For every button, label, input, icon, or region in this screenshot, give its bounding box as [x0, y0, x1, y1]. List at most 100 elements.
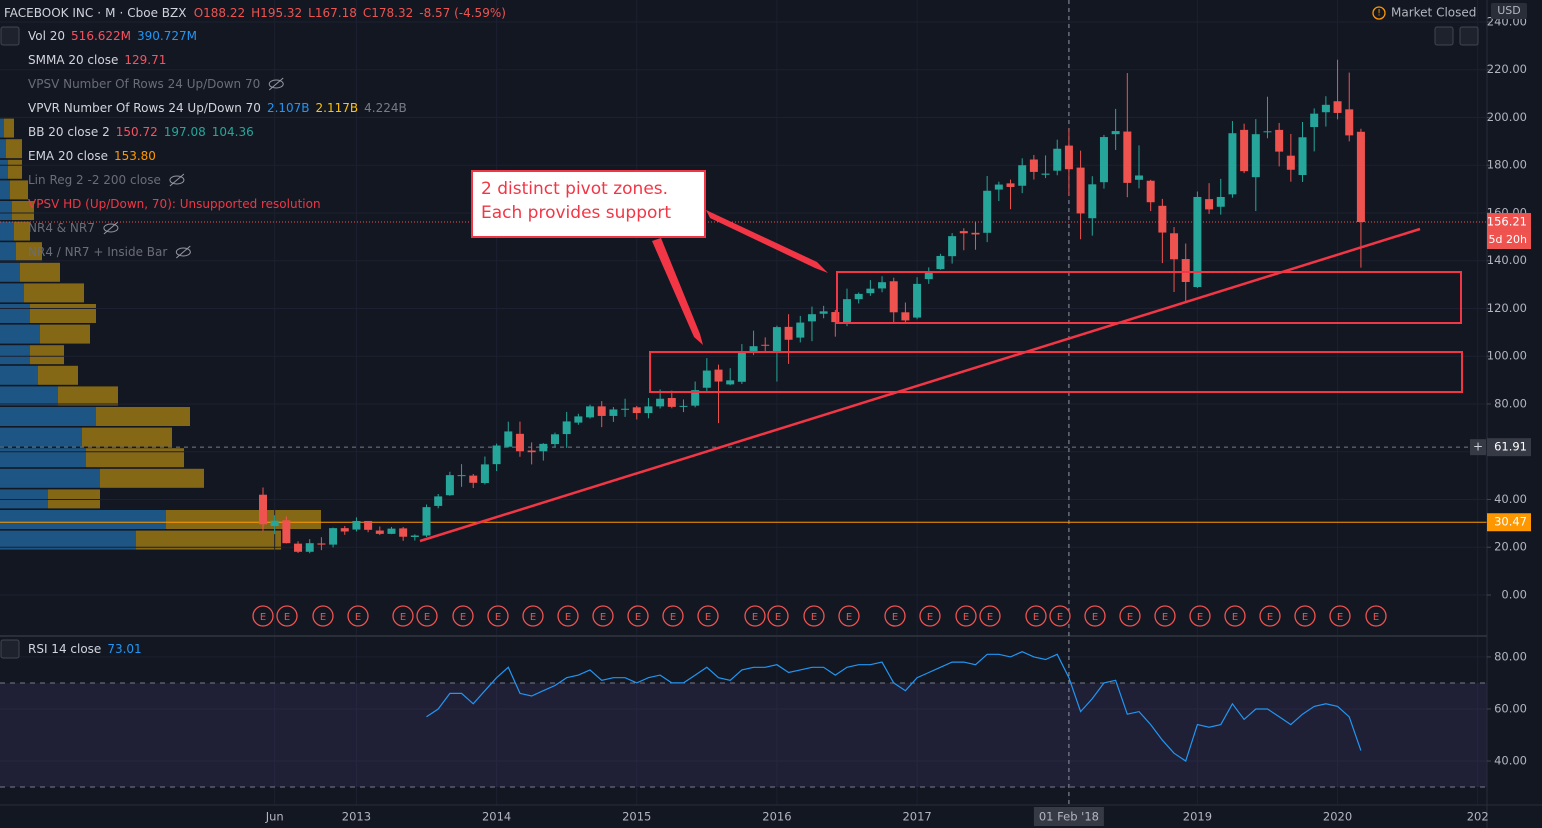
earnings-label: E	[635, 612, 641, 623]
earnings-label: E	[811, 612, 817, 623]
earnings-marker[interactable]	[1329, 605, 1351, 627]
vp-row-up	[0, 386, 58, 406]
maximize-button[interactable]	[1459, 26, 1479, 46]
earnings-marker[interactable]	[392, 605, 414, 627]
earnings-marker[interactable]	[767, 605, 789, 627]
callout-box[interactable]	[471, 170, 706, 238]
earnings-marker[interactable]	[1259, 605, 1281, 627]
candle-body	[819, 311, 828, 314]
countdown: 5d 20h	[1489, 233, 1527, 246]
earnings-marker[interactable]	[592, 605, 614, 627]
candle-body	[784, 326, 793, 340]
change: -8.57 (-4.59%)	[419, 6, 506, 20]
arrow[interactable]	[652, 238, 703, 345]
earnings-marker[interactable]	[1084, 605, 1106, 627]
candle-body	[831, 312, 840, 323]
y-tick-label: 120.00	[1487, 301, 1527, 315]
countdown-box	[1487, 231, 1531, 250]
add-button[interactable]	[1470, 439, 1486, 456]
earnings-marker[interactable]	[1189, 605, 1211, 627]
earnings-marker[interactable]	[884, 605, 906, 627]
candle-body	[492, 445, 501, 465]
earnings-marker[interactable]	[1025, 605, 1047, 627]
x-tick-label: Jun	[265, 810, 284, 824]
earnings-marker[interactable]	[1049, 605, 1071, 627]
visibility-icon[interactable]	[175, 247, 191, 257]
earnings-marker[interactable]	[252, 605, 274, 627]
earnings-marker[interactable]	[1154, 605, 1176, 627]
legend-toggle[interactable]	[0, 639, 20, 659]
visibility-icon-slash	[176, 245, 191, 259]
vp-row-up	[0, 283, 24, 303]
candle-body	[948, 236, 957, 257]
vp-row-down	[96, 407, 190, 426]
candle-body	[305, 543, 314, 552]
earnings-label: E	[1162, 612, 1168, 623]
earnings-marker[interactable]	[347, 605, 369, 627]
vp-row-up	[0, 262, 20, 282]
earnings-marker[interactable]	[1294, 605, 1316, 627]
trend-line[interactable]	[419, 227, 1421, 543]
candle-body	[1193, 196, 1202, 288]
earnings-marker[interactable]	[276, 605, 298, 627]
earnings-marker[interactable]	[919, 605, 941, 627]
earnings-marker[interactable]	[955, 605, 977, 627]
earnings-marker[interactable]	[522, 605, 544, 627]
visibility-icon[interactable]	[268, 79, 284, 89]
pivot-zone[interactable]	[836, 271, 1462, 324]
earnings-marker[interactable]	[1365, 605, 1387, 627]
earnings-label: E	[670, 612, 676, 623]
earnings-marker[interactable]	[838, 605, 860, 627]
vp-row-down	[38, 365, 78, 385]
vp-row-up	[0, 221, 14, 241]
candle-body	[714, 369, 723, 382]
earnings-label: E	[892, 612, 898, 623]
earnings-label: E	[400, 612, 406, 623]
vp-row-down	[12, 201, 34, 220]
earnings-marker[interactable]	[416, 605, 438, 627]
earnings-marker[interactable]	[1224, 605, 1246, 627]
x-tick-label: 2019	[1183, 810, 1212, 824]
pivot-zone[interactable]	[649, 351, 1463, 393]
legend-toggle[interactable]	[0, 26, 20, 46]
candle-body	[632, 407, 641, 414]
vp-row-up	[0, 118, 4, 138]
collapse-button[interactable]	[1434, 26, 1454, 46]
rsi-value: 73.01	[107, 642, 141, 656]
candle-body	[562, 421, 571, 435]
earnings-marker[interactable]	[312, 605, 334, 627]
candle-body	[609, 409, 618, 416]
price-label: 61.91	[1494, 440, 1527, 454]
y-tick-label: 0.00	[1501, 587, 1527, 601]
indicator-legend: NR4 & NR7	[28, 221, 95, 235]
candle-body	[1041, 173, 1050, 175]
vp-row-down	[4, 118, 14, 138]
earnings-label: E	[1127, 612, 1133, 623]
vp-row-down	[8, 159, 22, 179]
sep: ·	[97, 6, 101, 20]
earnings-marker[interactable]	[697, 605, 719, 627]
earnings-marker[interactable]	[744, 605, 766, 627]
vp-row-up	[0, 510, 166, 529]
vp-row-down	[30, 304, 96, 323]
vp-row-down	[10, 180, 28, 200]
earnings-label: E	[355, 612, 361, 623]
earnings-label: E	[1267, 612, 1273, 623]
earnings-marker[interactable]	[803, 605, 825, 627]
earnings-marker[interactable]	[627, 605, 649, 627]
currency-badge[interactable]	[1491, 3, 1527, 19]
earnings-marker[interactable]	[662, 605, 684, 627]
y-tick-label: 80.00	[1494, 649, 1527, 663]
arrow[interactable]	[706, 210, 828, 273]
status-icon[interactable]	[1372, 6, 1386, 20]
earnings-marker[interactable]	[1119, 605, 1141, 627]
candle-body	[539, 443, 548, 452]
earnings-marker[interactable]	[979, 605, 1001, 627]
earnings-marker[interactable]	[487, 605, 509, 627]
visibility-icon[interactable]	[169, 175, 185, 185]
candle-body	[854, 293, 863, 300]
earnings-marker[interactable]	[452, 605, 474, 627]
visibility-icon[interactable]	[103, 223, 119, 233]
earnings-marker[interactable]	[557, 605, 579, 627]
candle-body	[878, 282, 887, 289]
